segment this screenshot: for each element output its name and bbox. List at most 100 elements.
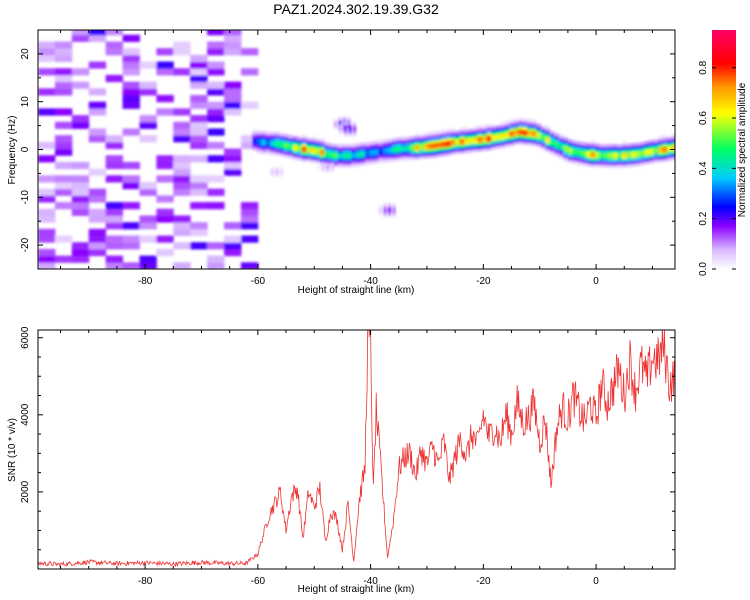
heatmap-cell [482,136,488,140]
heatmap-cell [401,157,407,161]
heatmap-cell [382,156,389,160]
heatmap-cell [240,222,259,230]
heatmap-cell [292,141,298,146]
heatmap-cell [446,151,452,156]
heatmap-cell [326,162,330,166]
heatmap-cell [240,48,259,56]
heatmap-cell [653,142,659,146]
heatmap-cell [270,137,276,141]
heatmap-cell [572,151,578,156]
heatmap-cell [328,157,334,162]
heatmap-cell [190,115,208,123]
heatmap-cell [324,142,330,146]
heatmap-cell [346,144,352,148]
heatmap-cell [378,154,384,158]
heatmap-cell [252,147,258,151]
heatmap-cell [306,146,312,151]
heatmap-cell [224,148,242,156]
heatmap-cell [581,162,587,166]
heatmap-cell [428,137,434,141]
heatmap-cell [585,142,591,147]
heatmap-cell [387,141,393,145]
heatmap-cell [319,146,325,151]
heatmap-cell [156,68,174,76]
heatmap-cell [333,119,337,123]
heatmap-cell [644,146,650,151]
x-tick-label: -80 [138,576,153,587]
heatmap-cell [297,157,303,161]
heatmap-cell [207,108,225,116]
heatmap-cell [667,148,673,153]
heatmap-cell [369,144,375,148]
heatmap-cell [292,144,298,149]
heatmap-cell [379,208,383,212]
heatmap-cell [310,153,316,157]
heatmap-cell [207,188,225,196]
heatmap-cell [328,160,334,165]
heatmap-cell [576,146,582,151]
heatmap-cell [270,140,276,144]
heatmap-cell [339,130,343,134]
heatmap-cell [527,124,533,129]
heatmap-cell [54,48,73,56]
heatmap-cell [261,145,267,149]
heatmap-cell [88,61,107,69]
heatmap-cell [522,141,528,145]
heatmap-cell [567,139,573,143]
heatmap-cell [477,139,483,143]
heatmap-cell [392,155,398,159]
heatmap-cell [274,138,280,142]
heatmap-cell [504,137,510,142]
heatmap-cell [310,159,316,163]
heatmap-cell [594,158,600,162]
heatmap-cell [292,153,298,157]
heatmap-cell [351,160,357,165]
heatmap-cell [437,133,443,137]
heatmap-cell [554,150,560,154]
heatmap-cell [536,126,542,131]
heatmap-cell [649,140,655,144]
heatmap-cell [631,163,637,167]
heatmap-cell [337,164,343,168]
spectrogram-y-ticks: -20 -10 0 10 20 [20,29,675,270]
heatmap-cell [333,144,339,148]
heatmap-cell [310,156,316,160]
heatmap-cell [545,125,551,129]
heatmap-cell [274,152,280,156]
heatmap-cell [450,134,456,138]
heatmap-cell [608,147,614,151]
heatmap-cell [337,144,343,148]
heatmap-cell [599,155,605,159]
heatmap-cell [572,148,578,153]
heatmap-cell [139,255,157,263]
heatmap-cell [279,167,283,171]
heatmap-cell [173,262,191,269]
heatmap-cell [572,146,578,150]
heatmap-cell [38,175,56,183]
heatmap-cell [122,88,140,96]
heatmap-cell [500,133,506,137]
heatmap-cell [156,155,174,163]
heatmap-cell [224,41,242,49]
colorbar-label: Normalized spectral amplitude [737,82,748,217]
heatmap-cell [324,153,330,158]
heatmap-cell [382,150,389,155]
heatmap-cell [173,41,191,49]
heatmap-cell [292,156,298,160]
heatmap-cell [288,138,294,142]
heatmap-cell [549,147,555,152]
heatmap-cell [378,148,384,152]
heatmap-cell [576,144,582,148]
heatmap-cell [360,162,366,166]
heatmap-cell [396,151,402,156]
heatmap-cell [549,136,555,140]
heatmap-cell [383,214,387,218]
heatmap-cell [279,170,283,174]
heatmap-cell [139,115,157,123]
heatmap-cell [590,146,596,150]
heatmap-cell [531,125,537,129]
heatmap-cell [333,147,339,151]
heatmap-cell [351,152,357,156]
heatmap-cell [603,158,609,162]
heatmap-cell [333,125,337,129]
